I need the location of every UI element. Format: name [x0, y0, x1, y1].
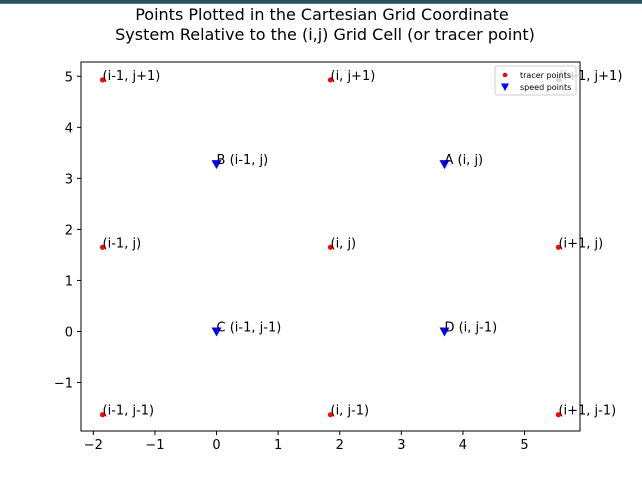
chart-title-line-1: Points Plotted in the Cartesian Grid Coo…	[135, 5, 509, 24]
point-label: C (i-1, j-1)	[217, 320, 282, 335]
point-label: (i, j)	[331, 236, 357, 251]
tracer-point-marker	[99, 412, 106, 418]
point-label: (i, j+1)	[331, 69, 376, 84]
y-tick-label: 4	[65, 121, 73, 136]
point-label: (i-1, j)	[103, 236, 142, 251]
point-label: (i-1, j-1)	[103, 404, 155, 419]
point-label: (i-1, j+1)	[103, 69, 161, 84]
legend-tracer-marker	[502, 72, 508, 78]
point-label: (i+1, j-1)	[558, 404, 616, 419]
tracer-point-marker	[327, 77, 334, 83]
point-label: A (i, j)	[444, 153, 483, 168]
legend-label: tracer points	[520, 71, 571, 80]
tracer-point-marker	[555, 244, 562, 250]
y-tick-label: 3	[65, 172, 73, 187]
x-tick-label: −2	[84, 438, 103, 453]
window-top-bar	[0, 0, 642, 4]
window-top-bar-accent	[0, 3, 642, 4]
y-tick-label: 2	[65, 223, 73, 238]
legend-label: speed points	[520, 83, 571, 92]
y-tick-label: 5	[65, 70, 73, 85]
point-label: (i, j-1)	[331, 404, 370, 419]
speed-point-marker	[211, 327, 222, 337]
tracer-point-marker	[99, 244, 106, 250]
x-tick-label: 0	[212, 438, 220, 453]
legend-box	[494, 65, 577, 96]
point-label: B (i-1, j)	[217, 153, 269, 168]
x-tick-label: 2	[336, 438, 344, 453]
x-tick-label: 1	[274, 438, 282, 453]
x-tick-label: −1	[145, 438, 164, 453]
speed-point-marker	[211, 160, 222, 170]
x-tick-label: 3	[397, 438, 405, 453]
speed-point-marker	[439, 327, 450, 337]
plot-area-frame	[80, 61, 581, 432]
tracer-point-marker	[327, 412, 334, 418]
point-label: (i+1, j)	[558, 236, 603, 251]
x-tick-label: 5	[520, 438, 528, 453]
speed-point-marker	[439, 160, 450, 170]
tracer-point-marker	[99, 77, 106, 83]
y-tick-label: 1	[65, 274, 73, 289]
point-label: D (i, j-1)	[444, 320, 497, 335]
y-tick-label: −1	[54, 377, 73, 392]
y-tick-label: 0	[65, 325, 73, 340]
tracer-point-marker	[555, 412, 562, 418]
legend-speed-marker	[501, 83, 509, 91]
tracer-point-marker	[327, 244, 334, 250]
x-tick-label: 4	[459, 438, 467, 453]
chart-title-line-2: System Relative to the (i,j) Grid Cell (…	[115, 25, 535, 44]
